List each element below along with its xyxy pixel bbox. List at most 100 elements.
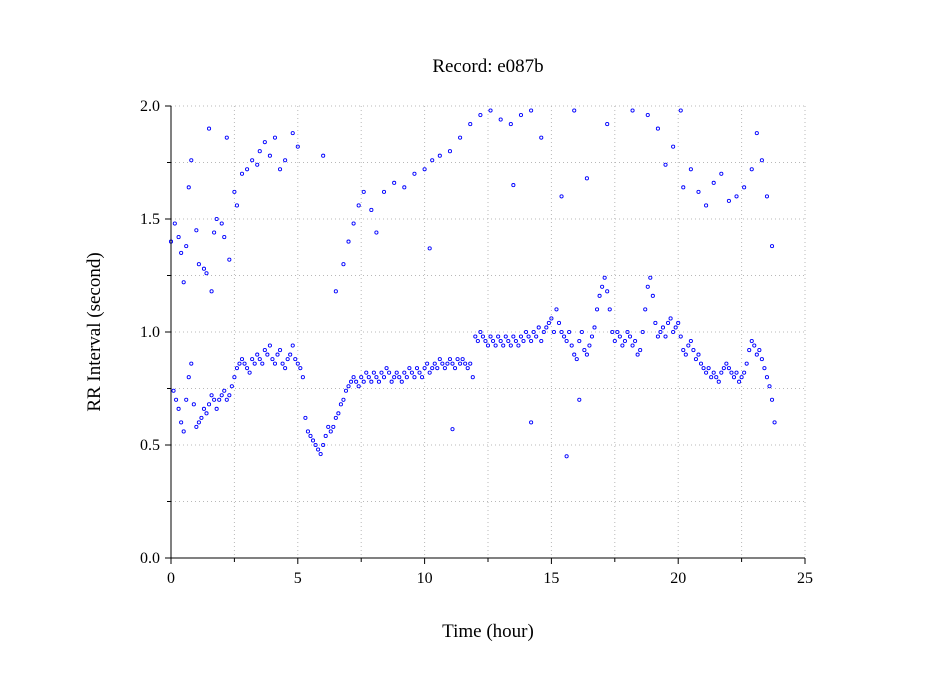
data-point (374, 230, 379, 235)
data-point (430, 158, 435, 163)
data-point (234, 366, 239, 371)
data-point (655, 126, 660, 131)
data-point (678, 108, 683, 113)
data-point (435, 366, 440, 371)
data-point (445, 361, 450, 366)
data-point (582, 348, 587, 353)
data-point (739, 375, 744, 380)
data-point (437, 153, 442, 158)
data-point (508, 122, 513, 127)
data-point (625, 329, 630, 335)
data-point (267, 153, 272, 158)
data-point (650, 293, 655, 298)
data-point (577, 338, 582, 344)
data-point (534, 334, 539, 339)
data-point (658, 329, 663, 335)
data-point (224, 397, 229, 402)
data-point (764, 194, 770, 199)
data-point (638, 348, 643, 353)
data-point (511, 334, 516, 339)
data-point (341, 397, 346, 402)
data-point (764, 375, 770, 380)
y-tick-label: 1.0 (140, 324, 160, 341)
data-point (394, 370, 399, 375)
data-point (374, 375, 379, 380)
data-point (407, 366, 412, 371)
data-point (458, 361, 463, 366)
data-point (754, 131, 759, 136)
data-point (564, 454, 569, 459)
data-point (265, 352, 270, 357)
data-point (257, 149, 262, 154)
data-point (645, 112, 650, 118)
data-point (232, 375, 237, 380)
data-point (359, 375, 364, 380)
data-point (546, 320, 551, 326)
data-point (392, 375, 397, 380)
data-point (414, 366, 420, 371)
data-point (310, 438, 316, 443)
data-point (285, 357, 290, 362)
data-point (267, 343, 272, 348)
data-point (412, 171, 417, 176)
data-point (293, 357, 298, 362)
data-point (567, 329, 572, 335)
data-point (686, 343, 691, 348)
data-point (483, 338, 488, 344)
data-point (600, 284, 605, 289)
data-point (351, 221, 356, 226)
data-point (704, 203, 709, 208)
data-point (696, 189, 701, 194)
data-point (610, 329, 615, 335)
data-point (559, 194, 564, 199)
data-point (217, 397, 222, 402)
data-point (316, 447, 321, 452)
data-point (184, 397, 189, 402)
data-point (602, 275, 607, 280)
data-point (245, 366, 250, 371)
data-point (250, 158, 255, 163)
data-point (212, 397, 217, 402)
data-point (333, 415, 338, 420)
data-point (196, 262, 201, 267)
data-point (176, 235, 181, 240)
data-point (503, 334, 508, 339)
data-point (224, 135, 229, 140)
data-point (587, 343, 592, 348)
data-point (772, 420, 777, 425)
data-point (574, 357, 579, 362)
data-point (691, 348, 696, 353)
tick-labels: 0 5 10 15 20 25 0.0 0.5 1.0 1.5 2.0 (140, 98, 813, 587)
data-point (605, 289, 610, 294)
data-point (724, 361, 729, 366)
data-point (247, 370, 252, 375)
data-point (749, 167, 754, 172)
data-point (742, 370, 747, 375)
data-point (729, 370, 734, 375)
data-point (767, 384, 772, 389)
data-point (468, 122, 473, 127)
data-point (186, 185, 191, 190)
data-point (460, 357, 465, 362)
data-point (255, 352, 260, 357)
data-point (551, 329, 556, 335)
data-point (681, 348, 686, 353)
data-point (719, 370, 724, 375)
data-point (290, 131, 295, 136)
data-point (427, 370, 432, 375)
data-point (277, 167, 283, 172)
data-point (331, 424, 336, 429)
data-point (737, 379, 742, 384)
data-point (693, 357, 699, 362)
data-point (617, 334, 622, 339)
data-point (280, 361, 285, 366)
data-point (356, 384, 361, 389)
data-point (529, 420, 534, 425)
data-point (716, 379, 721, 384)
x-axis-label: Time (hour) (442, 621, 534, 642)
x-tick-label: 15 (543, 570, 559, 587)
data-point (518, 112, 524, 118)
data-point (189, 158, 194, 163)
data-point (341, 262, 346, 267)
data-point (336, 411, 341, 416)
